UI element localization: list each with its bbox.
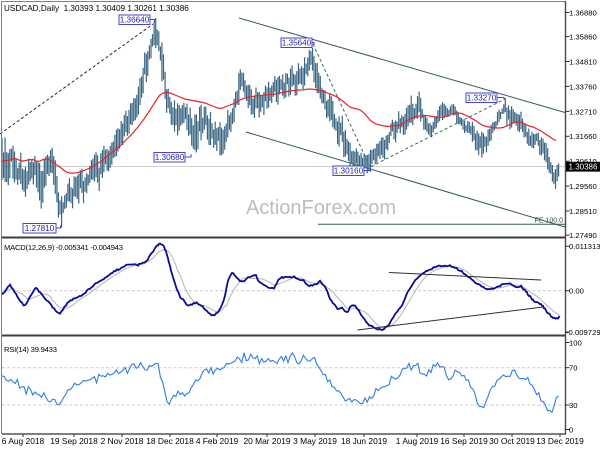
svg-text:1.27810: 1.27810 (25, 224, 55, 233)
svg-text:1.28510: 1.28510 (569, 207, 597, 216)
svg-text:-0.009729: -0.009729 (566, 328, 600, 337)
svg-text:1.33270: 1.33270 (467, 94, 497, 103)
svg-text:RSI(14) 39.9433: RSI(14) 39.9433 (4, 345, 57, 354)
svg-text:18 Jun 2019: 18 Jun 2019 (341, 436, 387, 446)
svg-text:1.36880: 1.36880 (569, 8, 597, 17)
svg-text:MACD(12,26,9) -0.005341 -0.004: MACD(12,26,9) -0.005341 -0.004943 (4, 243, 123, 252)
svg-text:13 Dec 2019: 13 Dec 2019 (536, 436, 584, 446)
svg-text:0.011313: 0.011313 (569, 242, 600, 251)
svg-text:100: 100 (569, 338, 582, 347)
svg-text:1.29560: 1.29560 (569, 182, 597, 191)
svg-text:4 Feb 2019: 4 Feb 2019 (196, 436, 239, 446)
svg-text:ActionForex.com: ActionForex.com (246, 197, 396, 219)
svg-text:6 Aug 2018: 6 Aug 2018 (2, 436, 45, 446)
svg-text:1.36640: 1.36640 (120, 16, 150, 25)
svg-text:1 Aug 2019: 1 Aug 2019 (396, 436, 439, 446)
svg-text:30 Oct 2019: 30 Oct 2019 (489, 436, 535, 446)
svg-text:1.30386: 1.30386 (569, 163, 598, 172)
svg-text:16 Sep 2019: 16 Sep 2019 (440, 436, 488, 446)
svg-text:1.33760: 1.33760 (569, 82, 597, 91)
svg-text:1.30680: 1.30680 (155, 153, 185, 162)
svg-text:1.35640: 1.35640 (282, 39, 312, 48)
svg-text:1.30160: 1.30160 (334, 167, 364, 176)
svg-text:1.27490: 1.27490 (569, 231, 597, 240)
svg-text:0.00: 0.00 (569, 287, 584, 296)
svg-text:0: 0 (569, 425, 573, 434)
svg-text:30: 30 (569, 401, 578, 410)
svg-text:70: 70 (569, 364, 578, 373)
svg-text:19 Sep 2018: 19 Sep 2018 (50, 436, 98, 446)
svg-text:18 Dec 2018: 18 Dec 2018 (146, 436, 194, 446)
svg-text:1.32710: 1.32710 (569, 107, 597, 116)
svg-text:1.31660: 1.31660 (569, 132, 597, 141)
svg-text:2 Nov 2018: 2 Nov 2018 (101, 436, 144, 446)
svg-text:1.34810: 1.34810 (569, 57, 597, 66)
svg-text:20 Mar 2019: 20 Mar 2019 (243, 436, 290, 446)
svg-text:3 May 2019: 3 May 2019 (293, 436, 337, 446)
svg-text:1.35860: 1.35860 (569, 33, 597, 42)
svg-text:USDCAD,Daily 1.30393 1.30409: USDCAD,Daily 1.30393 1.30409 1.30261 1.3… (4, 4, 189, 13)
svg-text:FE 100.0: FE 100.0 (535, 218, 564, 225)
svg-text:1.30610: 1.30610 (569, 157, 597, 166)
